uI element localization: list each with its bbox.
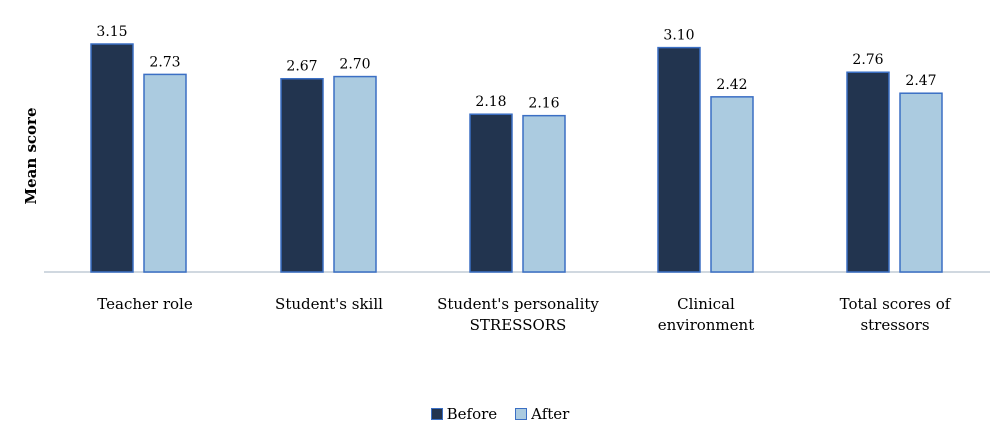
data-label-before: 2.67 [286, 59, 317, 75]
bar-before [280, 77, 324, 273]
data-label-after: 2.73 [149, 54, 180, 70]
legend-swatch-after [515, 408, 528, 420]
bar-after [710, 96, 754, 273]
bar-after [143, 73, 187, 273]
category-label-line: Clinical [677, 295, 735, 313]
category-label-line: Teacher role [97, 295, 193, 313]
bar-before [846, 71, 890, 273]
category-label-line: stressors [860, 316, 930, 334]
category-label: Student's personality STRESSORS [433, 294, 603, 336]
legend-item-before: Before [430, 405, 498, 423]
category-label-line: STRESSORS [469, 316, 567, 334]
data-label-before: 3.10 [663, 28, 694, 44]
bar-after [522, 114, 566, 273]
legend-label-after: After [531, 405, 570, 423]
data-label-after: 2.70 [339, 57, 370, 73]
bar-after [333, 75, 377, 273]
y-axis-label: Mean score [22, 107, 40, 205]
data-label-after: 2.16 [528, 96, 559, 112]
legend-item-after: After [515, 405, 569, 423]
legend-swatch-before [430, 408, 443, 420]
category-label: Student's skill [244, 294, 414, 315]
data-label-after: 2.47 [905, 73, 936, 89]
data-label-before: 2.18 [475, 94, 506, 110]
category-label: Teacher role [60, 294, 230, 315]
data-label-before: 2.76 [852, 52, 883, 68]
bar-before [657, 46, 701, 273]
category-label: Clinical environment [621, 294, 791, 336]
legend-label-before: Before [446, 405, 498, 423]
category-label: Total scores of stressors [810, 294, 980, 336]
category-label-line: Total scores of [839, 295, 951, 313]
category-label-line: Student's skill [275, 295, 383, 313]
category-label-line: environment [657, 316, 755, 334]
bar-before [90, 43, 134, 273]
bar-before [469, 113, 513, 273]
category-label-line: Student's personality [437, 295, 599, 313]
data-label-before: 3.15 [96, 24, 127, 40]
bar-after [899, 92, 943, 273]
legend: Before After [0, 405, 1000, 423]
data-label-after: 2.42 [716, 77, 747, 93]
